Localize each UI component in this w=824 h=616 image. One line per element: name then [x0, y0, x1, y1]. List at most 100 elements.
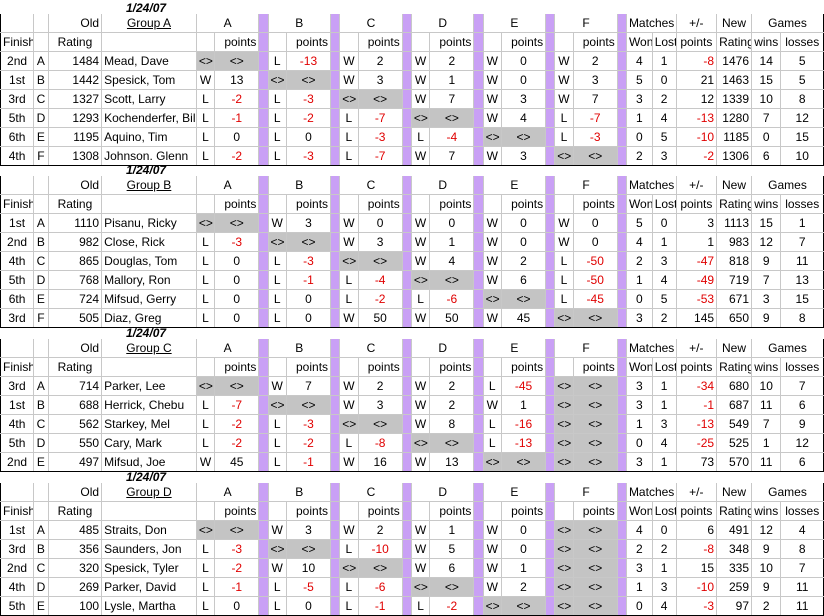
letter-cell: C — [33, 558, 49, 578]
self-match-cell: <> — [573, 433, 618, 453]
column-divider — [616, 483, 627, 502]
points-cell: -3 — [214, 539, 260, 559]
result-cell: L — [268, 146, 287, 166]
column-divider — [401, 89, 412, 109]
points-cell: 0 — [214, 251, 260, 271]
finish-header: Finish — [0, 194, 35, 214]
column-divider — [616, 194, 627, 214]
rating-header: Rating — [48, 501, 103, 521]
points-cell: 0 — [214, 308, 260, 328]
column-divider — [401, 51, 412, 71]
result-cell: W — [483, 395, 502, 415]
new-rating-cell: 549 — [716, 414, 752, 434]
points-cell: 1 — [501, 395, 547, 415]
result-cell: L — [339, 577, 359, 597]
column-divider — [545, 14, 556, 33]
points-header: points — [286, 501, 332, 521]
self-match-cell: <> — [554, 596, 574, 616]
result-cell: L — [554, 289, 574, 309]
points-header: points — [573, 357, 618, 377]
points-header: points — [214, 32, 260, 52]
column-divider — [473, 232, 484, 252]
points-cell: 3 — [286, 213, 332, 233]
blank-cell — [33, 339, 49, 358]
points-cell: 1 — [429, 520, 475, 540]
points-cell: -4 — [358, 270, 403, 290]
won-cell: 5 — [626, 213, 653, 233]
rating-header: Rating — [48, 32, 103, 52]
letter-cell: F — [33, 146, 49, 166]
finish-cell: 2nd — [0, 51, 35, 71]
column-divider — [330, 558, 341, 578]
points-cell: 2 — [429, 395, 475, 415]
column-divider — [616, 395, 627, 415]
new-rating-cell: 491 — [716, 520, 752, 540]
losses-header: losses — [780, 501, 824, 521]
self-match-cell: <> — [501, 127, 547, 147]
result-cell: L — [268, 289, 287, 309]
result-cell: L — [411, 289, 431, 309]
points-cell: -50 — [573, 270, 618, 290]
result-cell: W — [554, 213, 574, 233]
points-cell: 0 — [501, 51, 547, 71]
points-cell: -1 — [358, 596, 403, 616]
old-header: Old — [48, 339, 103, 358]
points-cell: 7 — [429, 89, 475, 109]
old-rating-cell: 865 — [48, 251, 103, 271]
old-rating-cell: 269 — [48, 577, 103, 597]
column-divider — [330, 414, 341, 434]
self-match-cell: <> — [573, 558, 618, 578]
wins-cell: 1 — [751, 433, 782, 453]
losses-cell: 9 — [780, 414, 824, 434]
result-cell: W — [339, 70, 359, 90]
result-cell: W — [483, 558, 502, 578]
column-divider — [401, 213, 412, 233]
group-table: Old Group B A B C D E F Matches +/- New Games Finish… — [0, 176, 824, 328]
opponent-col-header: E — [483, 14, 547, 33]
plusminus-cell: -1 — [676, 395, 718, 415]
self-match-cell: <> — [573, 520, 618, 540]
matches-header: Matches — [626, 176, 677, 195]
points-cell: 1 — [501, 558, 547, 578]
column-divider — [258, 558, 269, 578]
column-divider — [401, 14, 412, 33]
new-rating-cell: 570 — [716, 452, 752, 472]
player-name-cell: Mifsud, Joe — [101, 452, 197, 472]
won-cell: 4 — [626, 232, 653, 252]
group-table: Old Group A A B C D E F Matches +/- New Games Finish… — [0, 14, 824, 166]
self-match-cell: <> — [268, 70, 287, 90]
self-match-cell: <> — [554, 146, 574, 166]
table-row: 3rd F 505 Diaz, Greg L 0 L 0 W 50 W 50 W 45 <> <> 3 2 145 6… — [0, 308, 824, 328]
finish-header: Finish — [0, 32, 35, 52]
result-cell: W — [411, 232, 431, 252]
points-cell: -7 — [214, 395, 260, 415]
column-divider — [473, 414, 484, 434]
points-cell: 2 — [429, 51, 475, 71]
result-cell: L — [196, 89, 216, 109]
result-cell: W — [339, 395, 359, 415]
new-rating-cell: 1185 — [716, 127, 752, 147]
column-divider — [330, 108, 341, 128]
won-cell: 3 — [626, 308, 653, 328]
group-name: Group B — [101, 176, 197, 195]
self-match-cell: <> — [358, 251, 403, 271]
points-cell: 2 — [501, 251, 547, 271]
result-cell: L — [339, 127, 359, 147]
finish-cell: 2nd — [0, 232, 35, 252]
points-cell: -1 — [214, 577, 260, 597]
points-cell: -2 — [214, 146, 260, 166]
result-cell: L — [339, 289, 359, 309]
table-row: 2nd B 982 Close, Rick L -3 <> <> W 3 W 1 W 0 W 0 4 1 1 983 1… — [0, 232, 824, 252]
column-divider — [258, 289, 269, 309]
self-match-cell: <> — [214, 520, 260, 540]
finish-cell: 6th — [0, 127, 35, 147]
points-cell: 0 — [573, 232, 618, 252]
letter-cell: E — [33, 452, 49, 472]
group-name: Group C — [101, 339, 197, 358]
table-row: 5th D 768 Mallory, Ron L 0 L -1 L -4 <> <> W 6 L -50 1 4-… — [0, 270, 824, 290]
blank-cell — [196, 194, 216, 214]
column-divider — [545, 270, 556, 290]
plusminus-cell: -8 — [676, 539, 718, 559]
column-divider — [473, 14, 484, 33]
blank-cell — [483, 357, 502, 377]
